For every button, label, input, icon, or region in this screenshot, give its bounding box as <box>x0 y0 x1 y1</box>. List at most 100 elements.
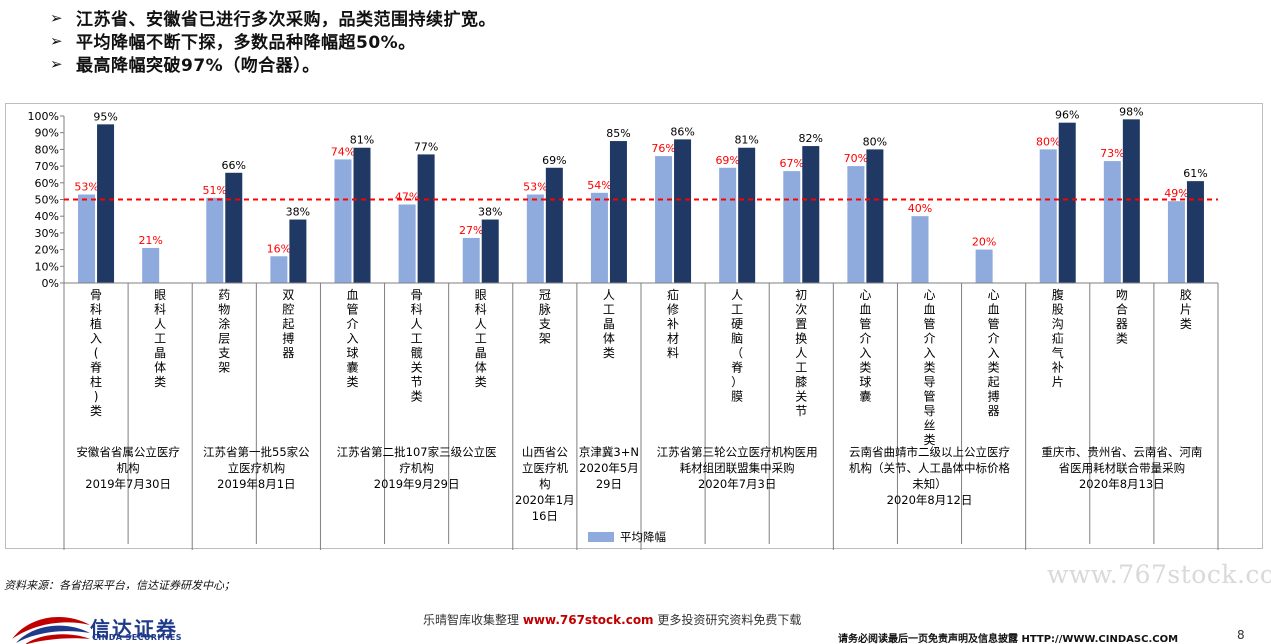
group-label-line: 2020年1月 <box>515 493 575 507</box>
max-bar <box>802 146 820 283</box>
category-label-char: 人 <box>795 346 807 360</box>
category-label-char: 支 <box>539 317 551 331</box>
cinda-logo-icon <box>12 616 90 644</box>
category-label-char: 腹 <box>1052 288 1064 302</box>
category-label-char: 体 <box>603 332 615 346</box>
category-label-char: 介 <box>859 332 871 346</box>
category-label-char: 冠 <box>539 288 551 302</box>
max-data-label: 66% <box>222 159 246 172</box>
avg-data-label: 27% <box>459 224 483 237</box>
group-label-line: 立医疗机 <box>522 461 568 475</box>
category-label-char: 科 <box>411 303 423 317</box>
avg-data-label: 47% <box>395 191 419 204</box>
category-label-char: 补 <box>667 317 679 331</box>
max-bar <box>97 124 115 283</box>
category-label-char: 心 <box>923 288 935 302</box>
category-label-char: 置 <box>795 317 807 331</box>
category-label-char: 人 <box>475 317 487 331</box>
category-label-char: 晶 <box>475 346 487 360</box>
footer-note: 乐晴智库收集整理 www.767stock.com 更多投资研究资料免费下载 <box>423 611 801 628</box>
category-label-char: 沟 <box>1052 317 1064 331</box>
arrow-bullet-icon: ➢ <box>50 54 63 73</box>
category-label-char: 脉 <box>539 302 551 317</box>
max-data-label: 80% <box>863 135 887 148</box>
category-label-char: 眼 <box>475 288 487 302</box>
group-label-line: 疗机构 <box>399 461 434 475</box>
category-label-char: （ <box>731 346 743 360</box>
category-label-char: 介 <box>346 317 358 331</box>
bullet-item: ➢ 江苏省、安徽省已进行多次采购，品类范围持续扩宽。 <box>50 6 496 31</box>
max-bar <box>225 172 243 283</box>
avg-bar <box>78 194 96 283</box>
avg-data-label: 16% <box>267 242 291 255</box>
category-label-char: 类 <box>411 390 423 404</box>
max-data-label: 96% <box>1055 109 1079 122</box>
avg-bar <box>334 159 352 283</box>
category-label-char: 骨 <box>411 288 423 302</box>
max-data-label: 38% <box>286 206 310 219</box>
source-note: 资料来源：各省招采平台，信达证券研发中心； <box>4 579 235 592</box>
avg-data-label: 74% <box>331 145 355 158</box>
disclaimer: 请务必阅读最后一页免责声明及信息披露 HTTP://WWW.CINDASC.CO… <box>838 634 1179 644</box>
footer-suffix: 更多投资研究资料免费下载 <box>653 613 802 627</box>
avg-data-label: 53% <box>74 180 98 193</box>
category-label-char: 工 <box>475 332 487 346</box>
group-label-line: 山西省公 <box>522 445 568 459</box>
category-label-char: 膝 <box>795 375 807 389</box>
category-label-char: 腔 <box>282 302 294 317</box>
category-label-char: 类 <box>90 404 102 418</box>
arrow-bullet-icon: ➢ <box>50 31 63 50</box>
chart-frame: 0% 10% 20% 30% 40% 50% 60% 70% 80% 90% 100% 53% 95% 2… <box>5 103 1263 550</box>
category-label-char: 工 <box>411 332 423 346</box>
category-label-char: 工 <box>154 332 166 346</box>
group-label-line: 2020年8月13日 <box>1079 477 1165 491</box>
y-tick-label: 10% <box>35 260 59 273</box>
category-label-char: 囊 <box>346 360 358 375</box>
category-label-char: 疝 <box>667 287 679 302</box>
y-tick-label: 60% <box>35 177 59 190</box>
category-label-char: 入 <box>346 332 358 346</box>
category-label-char: 植 <box>90 316 102 331</box>
category-label-char: 类 <box>1180 317 1192 331</box>
footer-site-link[interactable]: www.767stock.com <box>522 613 654 627</box>
group-label-line: 重庆市、贵州省、云南省、河南 <box>1041 445 1202 459</box>
group-label-line: 16日 <box>532 509 558 523</box>
max-data-label: 98% <box>1119 105 1143 118</box>
bullet-item: ➢ 最高降幅突破97%（吻合器）。 <box>50 52 496 77</box>
category-label-char: 初 <box>795 288 807 302</box>
category-label-char: 科 <box>475 303 487 317</box>
group-label-line: 京津冀3+N <box>579 445 639 459</box>
category-label-char: 类 <box>1116 332 1128 346</box>
category-label-char: 入 <box>859 346 871 360</box>
max-data-label: 69% <box>542 154 566 167</box>
page-number: 8 <box>1237 628 1245 642</box>
category-label-char: 管 <box>859 316 871 331</box>
category-label-char: 人 <box>603 288 615 302</box>
category-label-char: 入 <box>988 346 1000 360</box>
avg-bar <box>270 256 288 283</box>
category-label-char: 起 <box>282 317 294 331</box>
avg-bar <box>1039 149 1057 283</box>
category-label-char: 双 <box>282 288 294 302</box>
max-bar <box>866 149 884 283</box>
category-label-char: 类 <box>859 361 871 375</box>
category-label-char: 人 <box>154 317 166 331</box>
legend-label: 平均降幅 <box>620 530 666 544</box>
avg-data-label: 67% <box>780 157 804 170</box>
category-label-char: 类 <box>154 375 166 389</box>
category-label-char: 片 <box>1180 303 1192 317</box>
category-label-char: 硬 <box>731 317 743 331</box>
category-label-char: 类 <box>603 346 615 360</box>
category-label-char: 骨 <box>90 288 102 302</box>
category-label-char: 类 <box>923 361 935 375</box>
category-label-char: 搏 <box>988 390 1000 404</box>
category-label-char: 血 <box>923 303 935 317</box>
category-label-char: ） <box>731 375 743 389</box>
category-label-char: 层 <box>218 332 230 346</box>
category-label-char: 节 <box>795 404 807 418</box>
category-label-char: 合 <box>1116 302 1128 317</box>
max-bar <box>738 147 756 283</box>
group-label-line: 省医用耗材联合带量采购 <box>1059 461 1186 475</box>
max-bar <box>609 141 627 283</box>
avg-bar <box>1167 201 1185 283</box>
